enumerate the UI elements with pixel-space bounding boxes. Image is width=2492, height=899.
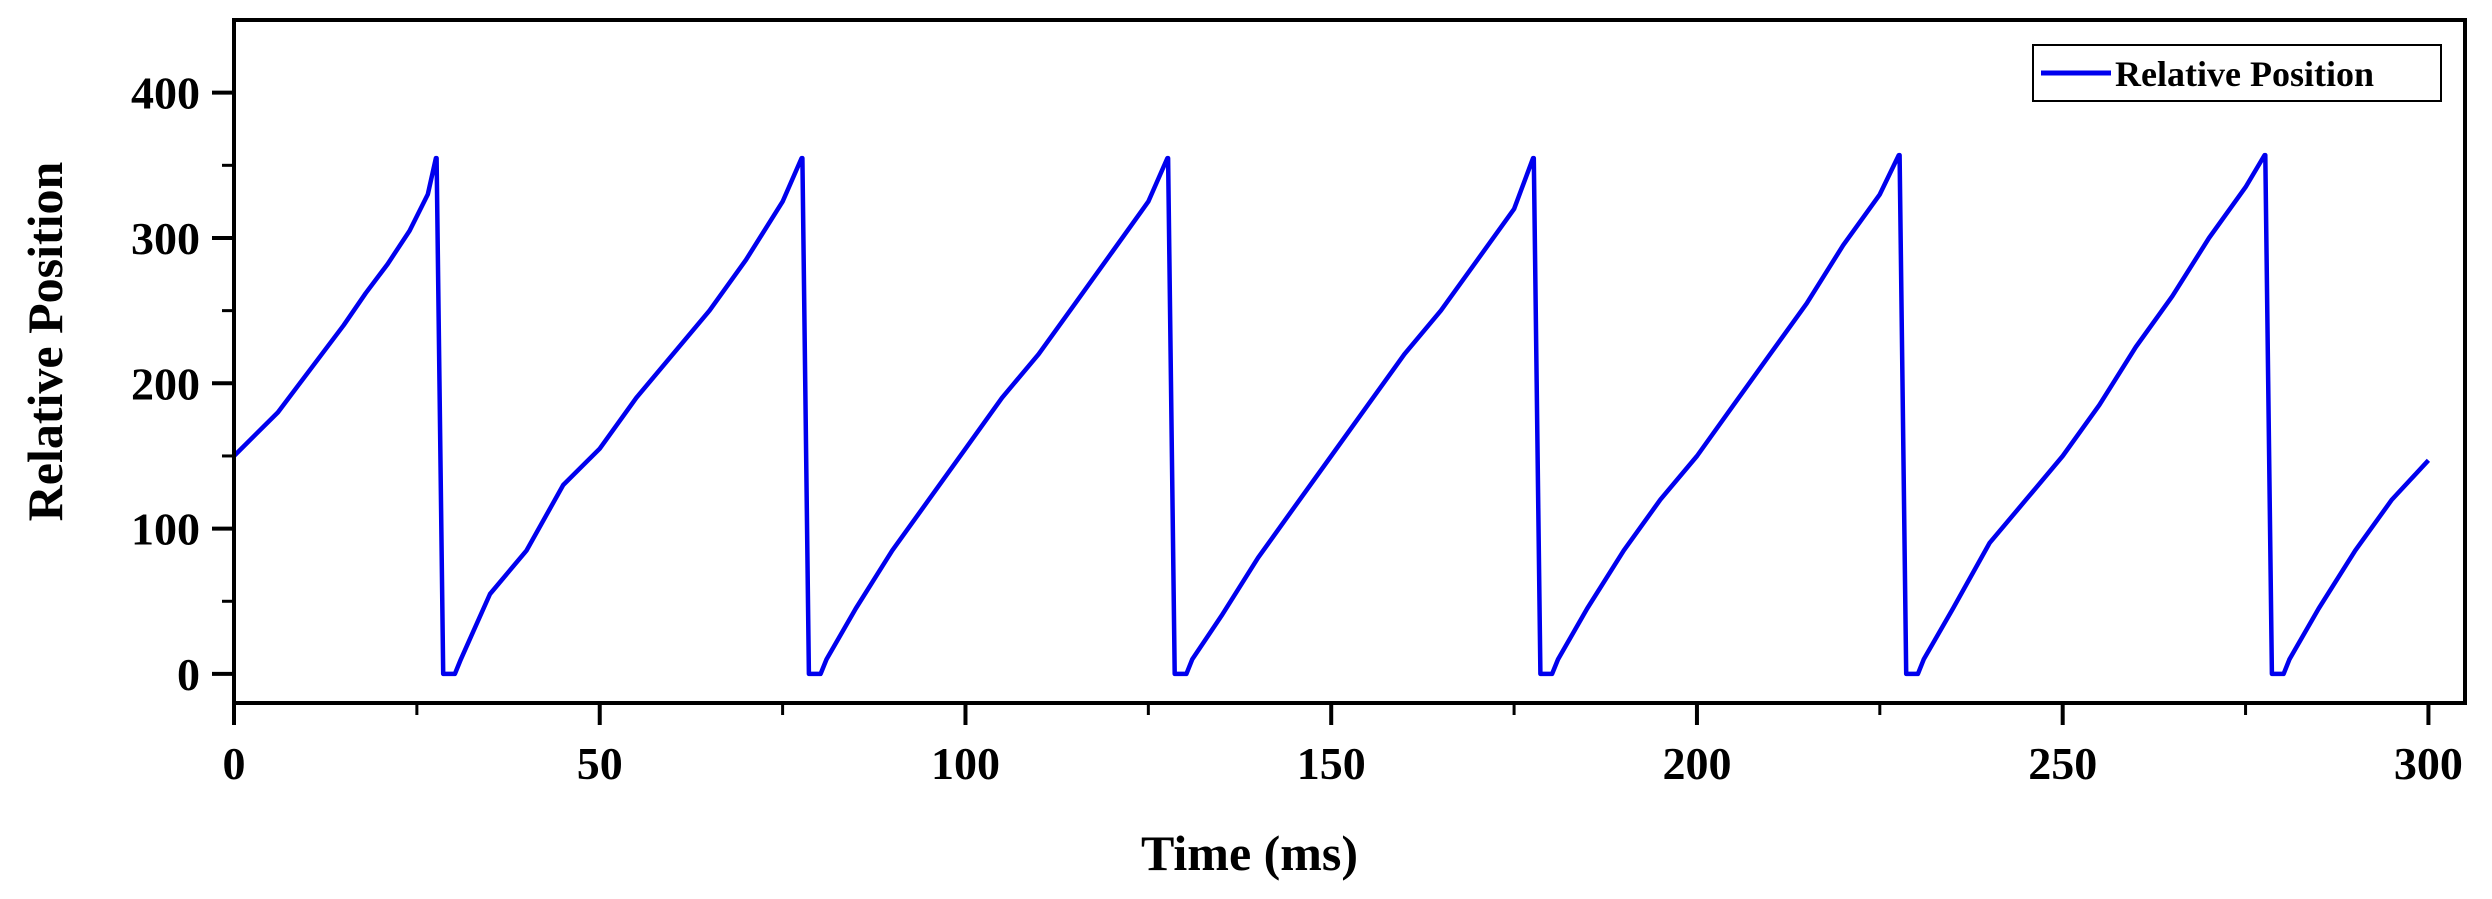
series-line-relative-position: [232, 152, 2431, 677]
legend-label-relative-position: Relative Position: [2115, 54, 2374, 94]
x-tick-label: 100: [931, 738, 1000, 789]
x-tick-label: 50: [577, 738, 623, 789]
y-tick-label: 0: [177, 649, 200, 700]
y-tick-label: 100: [131, 504, 200, 555]
plot-frame: [232, 18, 2467, 705]
x-tick-label: 300: [2394, 738, 2463, 789]
x-tick-label: 150: [1297, 738, 1366, 789]
y-tick-label: 300: [131, 213, 200, 264]
axis-ticks: 0 50 100 150 200 250 300 0 100 200 300 400: [131, 68, 2463, 789]
y-tick-label: 400: [131, 68, 200, 119]
y-tick-label: 200: [131, 358, 200, 409]
x-tick-label: 0: [223, 738, 246, 789]
plot-data-layer: [232, 152, 2431, 677]
legend: Relative Position: [2032, 44, 2442, 102]
x-axis-title: Time (ms): [1141, 825, 1358, 881]
x-tick-label: 250: [2028, 738, 2097, 789]
x-tick-label: 200: [1662, 738, 1731, 789]
y-axis-title: Relative Position: [17, 161, 73, 521]
